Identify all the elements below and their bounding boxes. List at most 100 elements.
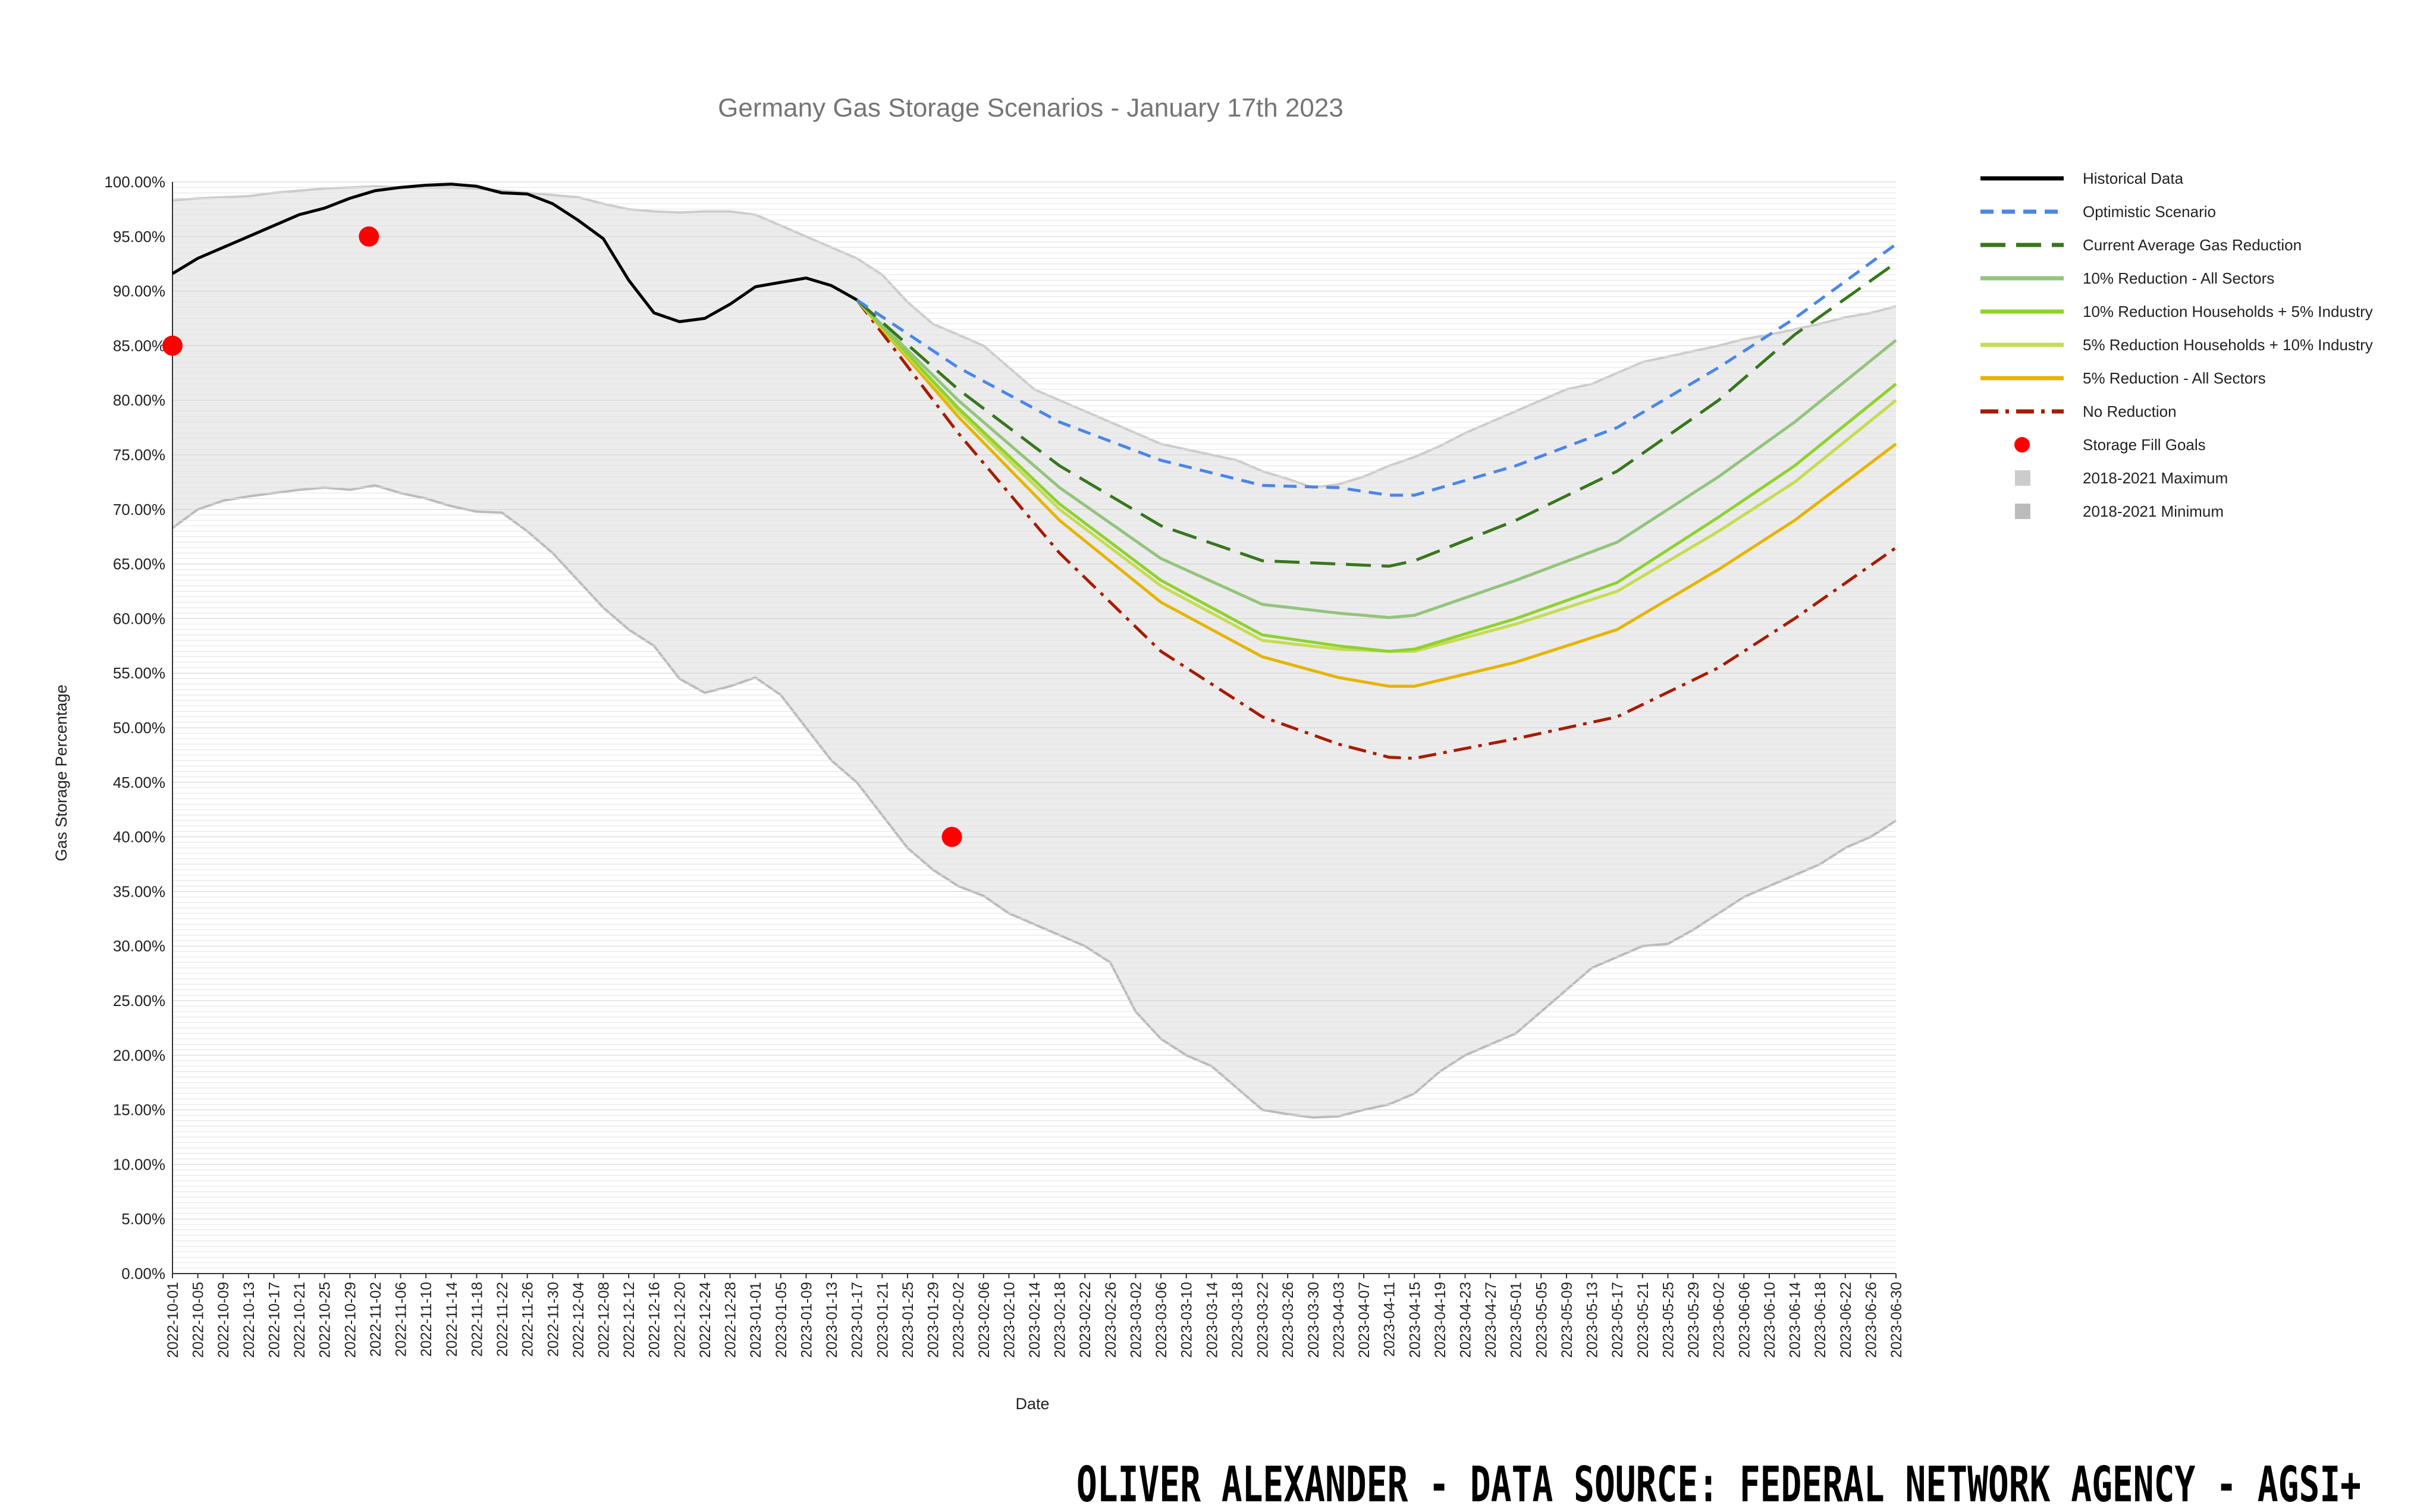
legend-label: Optimistic Scenario (2083, 203, 2216, 221)
x-tick-label: 2023-05-05 (1533, 1282, 1550, 1358)
y-tick-label: 70.00% (113, 501, 165, 518)
x-tick-label: 2023-06-10 (1762, 1282, 1778, 1358)
x-tick-label: 2023-05-13 (1584, 1282, 1601, 1358)
x-tick-label: 2022-11-06 (393, 1282, 410, 1357)
x-tick-label: 2023-01-13 (824, 1282, 840, 1358)
legend-label: 2018-2021 Maximum (2083, 469, 2228, 487)
x-tick-label: 2022-12-28 (723, 1282, 739, 1358)
y-tick-label: 100.00% (104, 173, 165, 191)
x-tick-label: 2023-03-26 (1280, 1282, 1297, 1358)
y-tick-label: 75.00% (113, 446, 165, 464)
legend-label: 5% Reduction Households + 10% Industry (2083, 336, 2373, 354)
x-tick-label: 2023-03-02 (1128, 1282, 1145, 1358)
x-tick-label: 2023-06-30 (1888, 1282, 1905, 1358)
y-tick-label: 65.00% (113, 555, 165, 573)
x-tick-label: 2023-02-06 (976, 1282, 993, 1358)
x-tick-label: 2023-05-29 (1685, 1282, 1702, 1358)
x-tick-label: 2023-02-02 (950, 1282, 967, 1358)
x-tick-label: 2023-04-19 (1432, 1282, 1449, 1358)
series-historical-data (171, 183, 858, 323)
x-tick-label: 2023-05-17 (1609, 1282, 1626, 1358)
x-axis-label: Date (1015, 1395, 1049, 1413)
y-tick-label: 20.00% (113, 1046, 165, 1064)
x-tick-label: 2022-11-02 (368, 1282, 384, 1357)
y-tick-label: 45.00% (113, 774, 165, 791)
y-axis-label: Gas Storage Percentage (52, 684, 70, 861)
x-tick-label: 2022-12-04 (570, 1282, 587, 1358)
legend-label: 10% Reduction Households + 5% Industry (2083, 303, 2373, 320)
legend-swatch (2015, 470, 2030, 486)
y-tick-label: 25.00% (113, 992, 165, 1010)
legend: Historical Data Optimistic Scenario Curren… (1980, 169, 2373, 520)
legend-item-5-reduction-households-10-industry: 5% Reduction Households + 10% Industry (1980, 336, 2373, 354)
x-tick-label: 2023-01-05 (773, 1282, 790, 1358)
x-tick-label: 2023-06-06 (1736, 1282, 1753, 1358)
x-tick-label: 2023-05-09 (1559, 1282, 1575, 1358)
x-tick-label: 2022-12-08 (596, 1282, 613, 1358)
grid-layer (172, 181, 1896, 1274)
x-tick-label: 2022-10-29 (342, 1282, 359, 1358)
series-10-reduction-households-5-industry (855, 298, 1897, 653)
series-5-reduction-all-sectors (855, 298, 1897, 688)
x-tick-label: 2022-10-17 (266, 1282, 283, 1358)
legend-swatch (2015, 504, 2030, 519)
legend-item-2018-2021-minimum: 2018-2021 Minimum (2015, 502, 2224, 520)
y-tick-label: 0.00% (121, 1265, 165, 1282)
x-tick-label: 2023-02-26 (1103, 1282, 1119, 1358)
x-tick-label: 2023-01-21 (874, 1282, 891, 1358)
x-tick-label: 2023-06-26 (1863, 1282, 1879, 1358)
x-tick-label: 2023-06-22 (1838, 1282, 1854, 1358)
series-no-reduction (855, 298, 1897, 760)
y-tick-label: 55.00% (113, 664, 165, 682)
x-tick-label: 2023-03-10 (1179, 1282, 1195, 1358)
x-tick-label: 2023-03-06 (1153, 1282, 1170, 1358)
points-layer (162, 226, 962, 847)
y-tick-label: 60.00% (113, 609, 165, 627)
legend-item-historical-data: Historical Data (1980, 169, 2184, 187)
x-tick-label: 2023-04-15 (1407, 1282, 1423, 1358)
x-tick-label: 2023-02-22 (1077, 1282, 1094, 1358)
x-tick-label: 2023-01-25 (900, 1282, 916, 1358)
legend-label: Storage Fill Goals (2083, 436, 2206, 454)
axes-layer: 0.00% 5.00% 10.00% 15.00% 20.00% 25.00% 30.00%… (104, 173, 1905, 1358)
chart-title: Germany Gas Storage Scenarios - January … (718, 93, 1343, 122)
x-tick-label: 2023-04-23 (1458, 1282, 1474, 1358)
x-tick-label: 2022-11-30 (545, 1282, 561, 1357)
legend-label: 2018-2021 Minimum (2083, 502, 2224, 520)
x-tick-label: 2022-10-09 (215, 1282, 232, 1358)
legend-label: 10% Reduction - All Sectors (2083, 269, 2274, 287)
x-tick-label: 2022-10-13 (241, 1282, 258, 1358)
x-tick-label: 2022-10-01 (165, 1282, 181, 1358)
x-tick-label: 2022-12-24 (697, 1282, 714, 1358)
x-tick-label: 2023-02-10 (1001, 1282, 1018, 1358)
y-tick-label: 95.00% (113, 228, 165, 246)
y-tick-label: 30.00% (113, 937, 165, 955)
y-tick-label: 35.00% (113, 882, 165, 900)
legend-item-optimistic-scenario: Optimistic Scenario (1980, 203, 2216, 221)
legend-item-current-average-gas-reduction: Current Average Gas Reduction (1980, 236, 2302, 254)
x-tick-label: 2023-04-07 (1356, 1282, 1373, 1358)
series-optimistic-scenario (856, 243, 1897, 497)
storage-fill-goal-point (162, 335, 183, 356)
legend-swatch (2014, 437, 2030, 452)
x-tick-label: 2022-10-21 (291, 1282, 308, 1358)
x-tick-label: 2022-11-18 (469, 1282, 485, 1357)
x-tick-label: 2023-01-29 (925, 1282, 942, 1358)
x-tick-label: 2023-05-21 (1635, 1282, 1652, 1358)
legend-item-5-reduction-all-sectors: 5% Reduction - All Sectors (1980, 369, 2266, 387)
x-tick-label: 2023-04-27 (1483, 1282, 1499, 1358)
x-tick-label: 2023-06-14 (1787, 1282, 1804, 1358)
series-10-reduction-all-sectors (855, 298, 1897, 620)
y-tick-label: 15.00% (113, 1101, 165, 1119)
x-tick-label: 2022-12-16 (646, 1282, 663, 1358)
x-tick-label: 2023-05-01 (1508, 1282, 1525, 1358)
x-tick-label: 2023-05-25 (1660, 1282, 1677, 1358)
y-tick-label: 85.00% (113, 337, 165, 354)
x-tick-label: 2023-06-02 (1711, 1282, 1728, 1358)
legend-label: Historical Data (2083, 169, 2184, 187)
x-tick-label: 2023-04-03 (1330, 1282, 1347, 1358)
x-tick-label: 2022-11-14 (444, 1282, 460, 1357)
x-tick-label: 2022-11-26 (520, 1282, 536, 1357)
